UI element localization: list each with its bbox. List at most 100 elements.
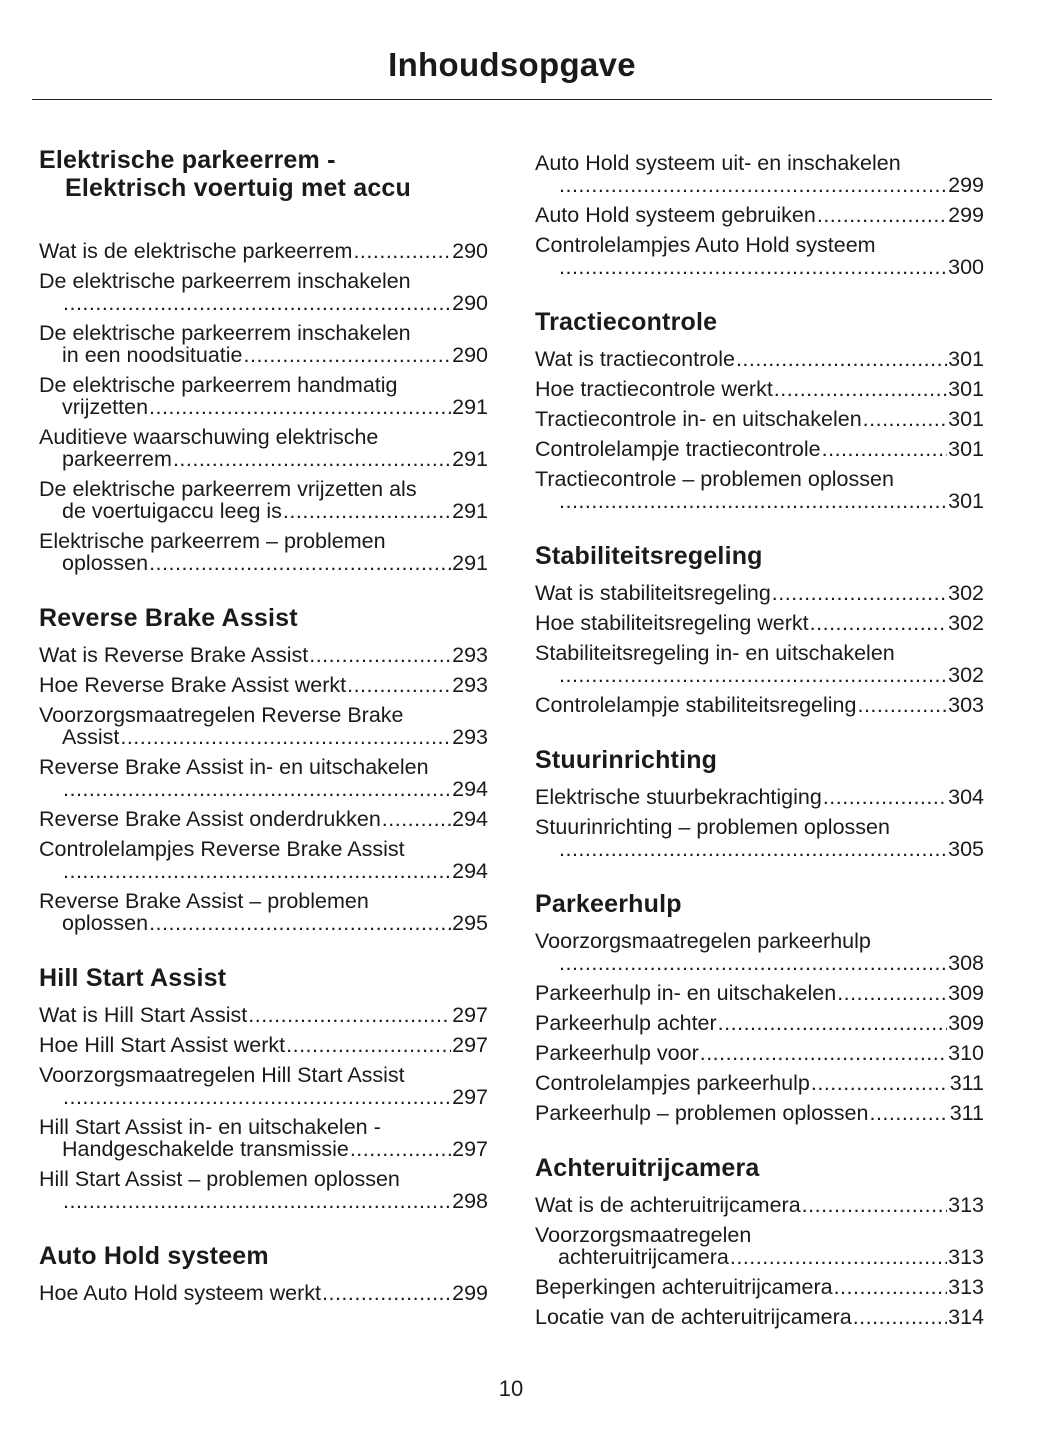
- toc-entry[interactable]: Hoe tractiecontrole werkt 301: [535, 370, 984, 400]
- dot-leader: [347, 674, 451, 696]
- toc-entry[interactable]: Voorzorgsmaatregelen Reverse Brake Assist…: [39, 696, 488, 748]
- toc-page-number[interactable]: 297: [452, 1137, 488, 1161]
- toc-entry[interactable]: Auditieve waarschuwing elektrische parkee…: [39, 418, 488, 470]
- toc-entry[interactable]: Tractiecontrole in- en uitschakelen 301: [535, 400, 984, 430]
- toc-entry[interactable]: Wat is tractiecontrole 301: [535, 340, 984, 370]
- toc-page-number[interactable]: 293: [452, 725, 488, 749]
- toc-page-number[interactable]: 302: [948, 663, 984, 687]
- toc-entry[interactable]: Controlelampje tractiecontrole 301: [535, 430, 984, 460]
- toc-page-number[interactable]: 299: [452, 1281, 488, 1305]
- toc-entry[interactable]: De elektrische parkeerrem inschakelen in …: [39, 314, 488, 366]
- toc-page-number[interactable]: 299: [948, 203, 984, 227]
- toc-entry[interactable]: Hoe Reverse Brake Assist werkt 293: [39, 666, 488, 696]
- toc-entry[interactable]: Controlelampjes Reverse Brake Assist 294: [39, 830, 488, 882]
- toc-page-number[interactable]: 293: [452, 643, 488, 667]
- toc-page-number[interactable]: 294: [452, 859, 488, 883]
- toc-entry[interactable]: Parkeerhulp in- en uitschakelen 309: [535, 974, 984, 1004]
- toc-entry[interactable]: Wat is de achteruitrijcamera 313: [535, 1186, 984, 1216]
- toc-entry[interactable]: Wat is Reverse Brake Assist 293: [39, 636, 488, 666]
- toc-entry-title: Beperkingen achteruitrijcamera: [535, 1275, 833, 1299]
- toc-page-number[interactable]: 310: [948, 1041, 984, 1065]
- toc-page-number[interactable]: 304: [948, 785, 984, 809]
- toc-entry[interactable]: Hill Start Assist – problemen oplossen 29…: [39, 1160, 488, 1212]
- toc-entry-line: in een noodsituatie 290: [39, 344, 488, 366]
- toc-entry[interactable]: Auto Hold systeem gebruiken 299: [535, 196, 984, 226]
- toc-page-number[interactable]: 290: [452, 343, 488, 367]
- toc-page-number[interactable]: 301: [948, 489, 984, 513]
- toc-entry[interactable]: Controlelampje stabiliteitsregeling 303: [535, 686, 984, 716]
- toc-entry[interactable]: Auto Hold systeem uit- en inschakelen 299: [535, 144, 984, 196]
- toc-page-number[interactable]: 311: [949, 1071, 984, 1095]
- toc-page-number[interactable]: 291: [452, 447, 488, 471]
- toc-page-number[interactable]: 303: [948, 693, 984, 717]
- section-heading: Elektrische parkeerrem - Elektrisch voert…: [39, 146, 488, 202]
- toc-entry[interactable]: Reverse Brake Assist onderdrukken 294: [39, 800, 488, 830]
- toc-page-number[interactable]: 311: [949, 1101, 984, 1125]
- toc-page-number[interactable]: 313: [948, 1245, 984, 1269]
- toc-page-number[interactable]: 291: [452, 551, 488, 575]
- toc-page-number[interactable]: 314: [948, 1305, 984, 1329]
- toc-entry-title: Hoe Reverse Brake Assist werkt: [39, 673, 347, 697]
- toc-page-number[interactable]: 302: [948, 581, 984, 605]
- toc-entry[interactable]: Wat is de elektrische parkeerrem 290: [39, 232, 488, 262]
- toc-entry[interactable]: Parkeerhulp – problemen oplossen 311: [535, 1094, 984, 1124]
- toc-page-number[interactable]: 290: [452, 239, 488, 263]
- toc-page-number[interactable]: 301: [948, 377, 984, 401]
- toc-page-number[interactable]: 290: [452, 291, 488, 315]
- toc-entry[interactable]: Tractiecontrole – problemen oplossen 301: [535, 460, 984, 512]
- toc-entry[interactable]: Stuurinrichting – problemen oplossen 305: [535, 808, 984, 860]
- toc-page-number[interactable]: 313: [948, 1193, 984, 1217]
- toc-page-number[interactable]: 301: [948, 437, 984, 461]
- toc-entry-line: 297: [39, 1086, 488, 1108]
- section-heading-line: Elektrische parkeerrem -: [39, 146, 336, 174]
- toc-entry[interactable]: Locatie van de achteruitrijcamera 314: [535, 1298, 984, 1328]
- toc-page-number[interactable]: 294: [452, 807, 488, 831]
- toc-entry[interactable]: Beperkingen achteruitrijcamera 313: [535, 1268, 984, 1298]
- toc-entry[interactable]: Hoe stabiliteitsregeling werkt 302: [535, 604, 984, 634]
- section-heading: Achteruitrijcamera: [535, 1154, 984, 1182]
- toc-page-number[interactable]: 313: [948, 1275, 984, 1299]
- toc-page-number[interactable]: 300: [948, 255, 984, 279]
- toc-page-number[interactable]: 309: [948, 981, 984, 1005]
- toc-page-number[interactable]: 301: [948, 347, 984, 371]
- toc-entry[interactable]: Stabiliteitsregeling in- en uitschakelen…: [535, 634, 984, 686]
- toc-entry[interactable]: De elektrische parkeerrem handmatig vrijz…: [39, 366, 488, 418]
- toc-entry-title: Voorzorgsmaatregelen Hill Start Assist: [39, 1063, 405, 1087]
- toc-entry[interactable]: Wat is stabiliteitsregeling 302: [535, 574, 984, 604]
- toc-page-number[interactable]: 309: [948, 1011, 984, 1035]
- toc-entry-line: 299: [535, 174, 984, 196]
- toc-page-number[interactable]: 297: [452, 1003, 488, 1027]
- toc-page-number[interactable]: 301: [948, 407, 984, 431]
- toc-page-number[interactable]: 299: [948, 173, 984, 197]
- toc-page-number[interactable]: 308: [948, 951, 984, 975]
- toc-entry[interactable]: Hill Start Assist in- en uitschakelen -H…: [39, 1108, 488, 1160]
- toc-entry[interactable]: Elektrische parkeerrem – problemen oploss…: [39, 522, 488, 574]
- toc-entry-line: achteruitrijcamera 313: [535, 1246, 984, 1268]
- toc-entry[interactable]: De elektrische parkeerrem inschakelen 290: [39, 262, 488, 314]
- toc-page-number[interactable]: 302: [948, 611, 984, 635]
- toc-page-number[interactable]: 297: [452, 1033, 488, 1057]
- toc-entry[interactable]: Controlelampjes Auto Hold systeem 300: [535, 226, 984, 278]
- toc-page-number[interactable]: 291: [452, 395, 488, 419]
- toc-page-number[interactable]: 298: [452, 1189, 488, 1213]
- toc-entry[interactable]: Reverse Brake Assist in- en uitschakelen…: [39, 748, 488, 800]
- toc-entry[interactable]: Hoe Auto Hold systeem werkt 299: [39, 1274, 488, 1304]
- toc-entry[interactable]: Parkeerhulp achter 309: [535, 1004, 984, 1034]
- toc-entry[interactable]: De elektrische parkeerrem vrijzetten als…: [39, 470, 488, 522]
- toc-entry[interactable]: Reverse Brake Assist – problemen oplossen…: [39, 882, 488, 934]
- toc-entry-line: De elektrische parkeerrem inschakelen: [39, 322, 488, 344]
- toc-entry[interactable]: Voorzorgsmaatregelen Hill Start Assist 29…: [39, 1056, 488, 1108]
- toc-entry[interactable]: Elektrische stuurbekrachtiging 304: [535, 778, 984, 808]
- toc-entry[interactable]: Hoe Hill Start Assist werkt 297: [39, 1026, 488, 1056]
- toc-page-number[interactable]: 305: [948, 837, 984, 861]
- toc-page-number[interactable]: 293: [452, 673, 488, 697]
- toc-entry[interactable]: Wat is Hill Start Assist 297: [39, 996, 488, 1026]
- toc-page-number[interactable]: 297: [452, 1085, 488, 1109]
- toc-entry[interactable]: Parkeerhulp voor 310: [535, 1034, 984, 1064]
- toc-page-number[interactable]: 294: [452, 777, 488, 801]
- toc-entry[interactable]: Voorzorgsmaatregelen parkeerhulp 308: [535, 922, 984, 974]
- toc-page-number[interactable]: 295: [452, 911, 488, 935]
- toc-entry[interactable]: Controlelampjes parkeerhulp 311: [535, 1064, 984, 1094]
- toc-page-number[interactable]: 291: [452, 499, 488, 523]
